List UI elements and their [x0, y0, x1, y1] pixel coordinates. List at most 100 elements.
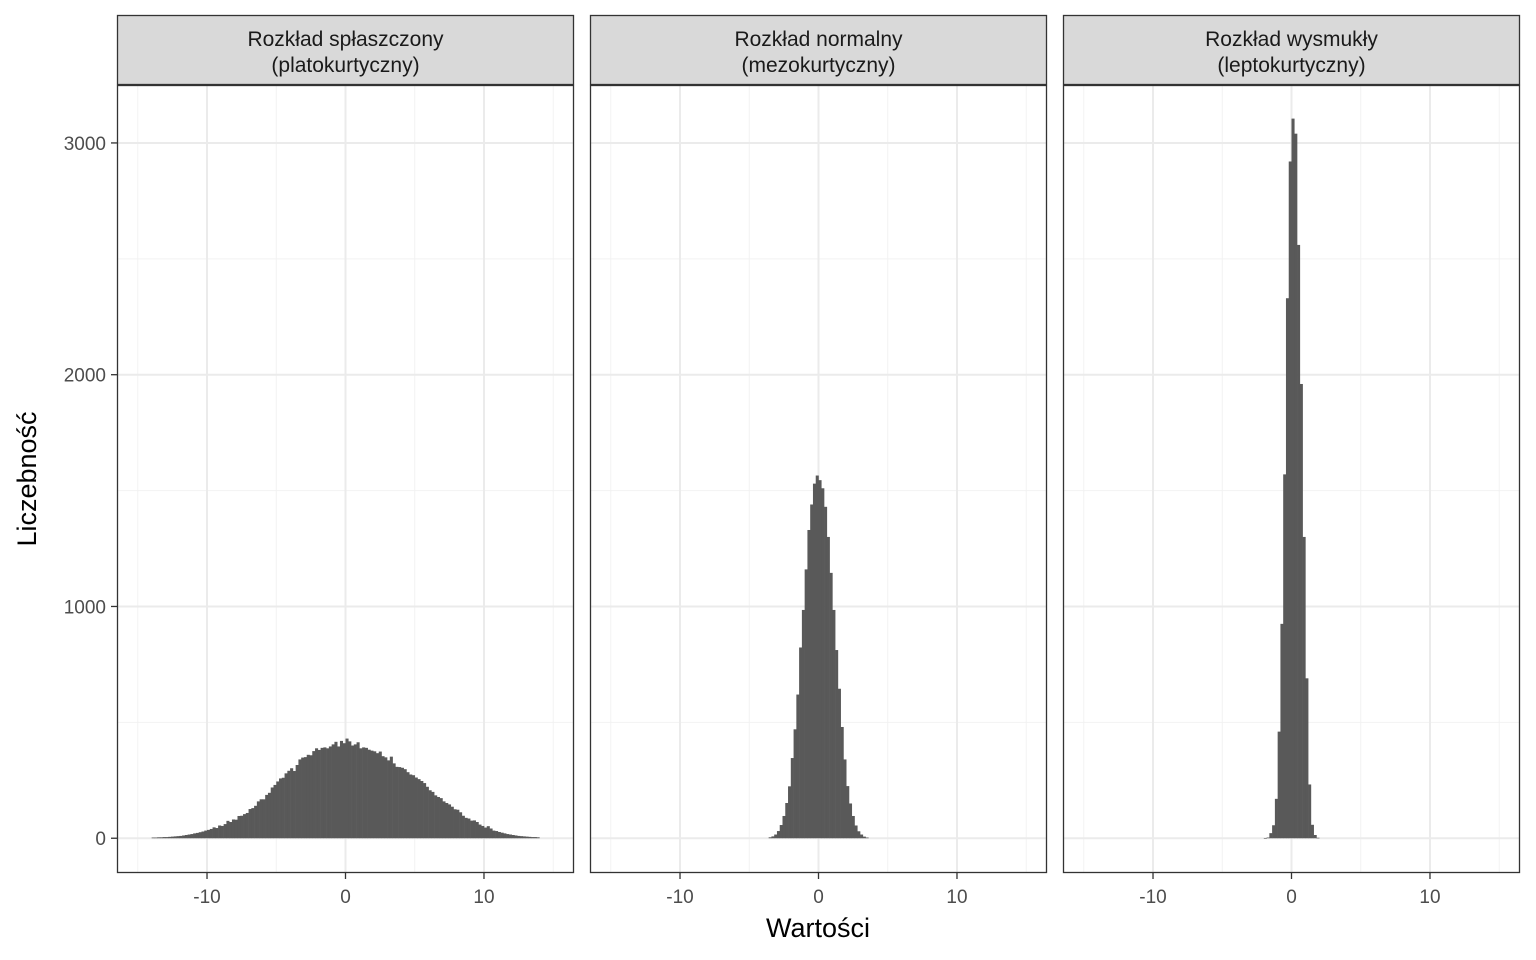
histogram-bar — [1285, 298, 1290, 839]
histogram-bar — [373, 751, 377, 839]
histogram-bar — [179, 835, 183, 839]
histogram-bar — [848, 803, 853, 839]
facet-strip — [1062, 14, 1521, 86]
histogram-bar — [389, 756, 393, 839]
histogram-bar — [323, 747, 327, 839]
histogram-bar — [1274, 798, 1278, 839]
histogram-bar — [796, 694, 800, 839]
histogram-bar — [1277, 731, 1281, 839]
facet-strip — [116, 14, 575, 86]
x-tick-label: 0 — [1286, 887, 1297, 908]
histogram-bar — [528, 836, 532, 839]
histogram-bar — [431, 791, 435, 839]
histogram-bar — [406, 772, 410, 839]
histogram-bar — [776, 831, 781, 839]
histogram-bar — [782, 815, 786, 839]
histogram-bar — [1263, 838, 1267, 839]
histogram-bar — [290, 768, 294, 839]
histogram-bar — [459, 812, 463, 839]
histogram-bar — [265, 794, 269, 839]
histogram-bar — [254, 805, 258, 839]
histogram-bar — [334, 741, 338, 839]
histogram-bar — [826, 536, 830, 839]
histogram-bar — [381, 756, 385, 839]
histogram-bar — [339, 740, 344, 839]
histogram-bar — [475, 822, 479, 839]
histogram-bar — [317, 749, 321, 839]
histogram-bar — [514, 835, 518, 839]
facet-panel-1: Rozkład spłaszczony (platokurtyczny) — [116, 14, 575, 874]
histogram-bar — [392, 763, 396, 839]
histogram-bar — [862, 836, 866, 839]
histogram-bar — [251, 808, 255, 839]
histogram-bar — [511, 834, 515, 839]
histogram-bar — [409, 774, 413, 839]
histogram-bar — [857, 831, 861, 839]
histogram-bar — [395, 766, 399, 839]
panel-border — [1062, 84, 1521, 874]
histogram-bar — [1316, 837, 1320, 839]
histogram-bar — [312, 751, 316, 839]
histogram-bar — [331, 744, 335, 839]
histogram-bar — [522, 836, 526, 839]
x-tick-label: 0 — [813, 887, 824, 908]
histogram-bar — [223, 824, 227, 839]
histogram-bar — [187, 834, 191, 839]
histogram-bar — [799, 647, 803, 839]
histogram-bar — [492, 830, 496, 839]
y-tick-label: 1000 — [64, 597, 106, 618]
histogram-bar — [159, 837, 163, 839]
histogram-bar — [1310, 824, 1314, 839]
histogram-bar — [212, 827, 216, 839]
histogram-bar — [226, 820, 230, 839]
histogram-bar — [375, 753, 380, 839]
histogram-bar — [1294, 133, 1298, 839]
histogram-bar — [846, 786, 850, 839]
histogram-bar — [173, 836, 177, 839]
histogram-bar — [804, 569, 808, 839]
histogram-bar — [851, 815, 855, 839]
histogram-bar — [1291, 118, 1295, 839]
x-tick-label: 10 — [473, 887, 494, 908]
histogram-bar — [209, 828, 213, 839]
axes-layer: -10 0 10 -10 0 10 -10 0 10 0 1000 2000 3000 — [64, 134, 1441, 908]
histogram-bar — [840, 726, 844, 839]
histogram-bar — [508, 834, 512, 839]
histogram-bar — [326, 748, 330, 839]
histogram-bar — [231, 819, 236, 839]
histogram-bar — [279, 778, 283, 839]
histogram-bar — [182, 835, 186, 839]
histogram-bar — [201, 831, 205, 839]
histogram-bars — [151, 738, 540, 839]
histogram-bar — [788, 786, 792, 839]
histogram-bar — [218, 825, 222, 839]
histogram-bar — [423, 783, 427, 839]
x-tick-label: 10 — [946, 887, 967, 908]
histogram-bar — [793, 729, 797, 839]
histogram-bar — [801, 609, 805, 839]
histogram-bar — [489, 828, 493, 839]
histogram-bar — [309, 755, 313, 839]
histogram-bar — [204, 830, 208, 839]
histogram-bar — [351, 745, 355, 839]
histogram-bar — [497, 831, 501, 839]
histogram-bar — [771, 836, 775, 839]
histogram-bar — [151, 837, 155, 839]
y-tick-label: 2000 — [64, 366, 106, 387]
histogram-bar — [237, 815, 241, 839]
histogram-bar — [478, 824, 482, 839]
histogram-bar — [267, 792, 272, 839]
histogram-bar — [284, 773, 288, 839]
facet-strip-label: Rozkład wysmukły — [1205, 28, 1378, 51]
histogram-bar — [812, 483, 817, 839]
histogram-bar — [461, 815, 465, 839]
histogram-bar — [281, 777, 285, 839]
histogram-bar — [445, 803, 449, 839]
histogram-bars — [1263, 118, 1320, 839]
facet-strip-label: (mezokurtyczny) — [741, 54, 895, 77]
histogram-bar — [370, 750, 374, 839]
histogram-bar — [295, 764, 299, 839]
histogram-bar — [829, 572, 833, 839]
y-tick-label: 3000 — [64, 134, 106, 155]
histogram-bar — [171, 836, 175, 839]
